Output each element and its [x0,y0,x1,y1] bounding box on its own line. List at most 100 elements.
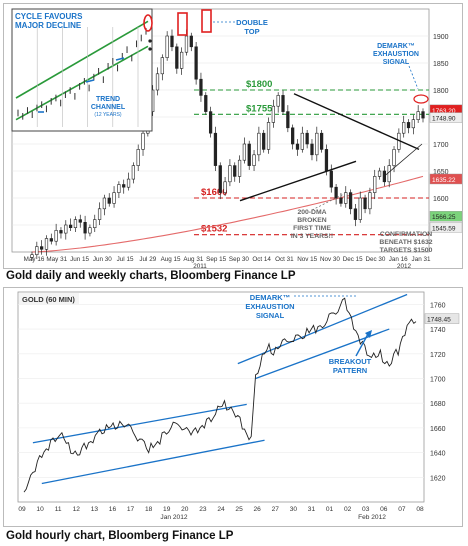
top-year-2011: 2011 [193,263,207,268]
bottom-y-tick-1: 1640 [430,451,446,458]
candle-body [44,238,49,250]
candle-body [180,51,184,69]
top-x-tick-0: May 16 [24,256,45,263]
candle-body [315,132,319,156]
candle-body [175,46,179,69]
bottom-last-price-label: 1748.45 [427,317,451,324]
top-x-tick-8: Sep 15 [206,256,226,263]
top-chart-price-series [30,29,425,261]
double-top-box-1 [177,12,188,36]
level-label-0: $1800 [246,79,272,90]
candle-body [160,57,164,75]
bottom-chart-grid [17,291,425,503]
channel-a-lower [41,439,265,485]
bottom-y-tick-7: 1760 [430,302,446,309]
top-chart-levels: $1800 $1755 $1600 $1532 [194,79,429,236]
confirmation-label-line3: TARGETS $1500 [380,247,433,254]
bottom-chart-plot-area [17,291,425,503]
candle-body [208,111,213,134]
top-x-tick-7: Aug 31 [183,256,203,263]
top-y-tick-3: 1700 [433,142,449,149]
candle-body [291,127,295,145]
dma-broken-label-line1: 200-DMA [297,209,326,216]
top-chart-moving-average [31,175,424,253]
candle-body [387,165,391,183]
candle-body [300,132,304,150]
double-top-label-line1: DOUBLE [236,18,268,27]
inset-title-line1: CYCLE FAVOURS [15,12,83,21]
inset-channel-label-line1: TREND [96,96,120,103]
candle-body [257,132,261,156]
demark2-label-line3: SIGNAL [256,311,285,320]
candle-body [122,184,126,188]
confirmation-label-line2: BENEATH $1632 [379,239,432,246]
candle-body [30,254,34,258]
candle-body [305,132,309,145]
breakout-arrow [355,333,369,357]
trendline-upper [293,93,420,151]
price-axis-label-1: 1748.90 [432,116,456,123]
top-chart-annotations: DOUBLETOPDEMARK™EXHAUSTIONSIGNAL200-DMAB… [177,9,433,254]
bottom-x-tick-21: 07 [398,506,406,513]
daily-weekly-chart: $1800$1755$1600$1532 1550160016501700175… [11,8,463,270]
candle-body [310,143,314,156]
inset-channel-lower [15,45,149,121]
inset-dot-1 [148,39,152,43]
inset-channel-label-line3: (12 YEARS) [94,112,121,118]
top-x-tick-15: Dec 30 [365,256,385,263]
demark-label-line1: DEMARK™ [377,43,415,50]
top-x-tick-6: Aug 15 [161,256,181,263]
double-top-label-line2: TOP [244,27,259,36]
top-y-tick-5: 1800 [433,88,449,95]
top-x-tick-12: Nov 15 [297,256,317,263]
bottom-x-tick-13: 26 [254,506,262,513]
dma-broken-label-line2: BROKEN [297,217,327,224]
top-chart-trendlines [239,93,423,202]
candle-body [329,170,333,188]
top-x-tick-1: May 31 [46,256,67,263]
candle-body [276,95,280,107]
top-y-tick-7: 1900 [433,34,449,41]
candle-body [392,149,396,166]
hourly-chart-panel: 1620 1640 1660 1680 1700 1720 1740 1760 09 10 11 12… [3,287,463,527]
candle-body [406,122,411,129]
top-x-tick-17: Jan 31 [412,256,431,263]
bottom-x-tick-18: 02 [344,506,352,513]
candle-body [286,111,290,129]
candle-body [402,122,406,134]
candle-body [377,170,382,177]
inset-peak-circle [143,14,153,32]
candle-body [363,197,367,210]
candle-body [59,230,63,234]
candle-body [411,119,415,129]
candle-body [281,95,285,112]
price-axis-label-4: 1545.59 [432,225,456,232]
bottom-x-tick-19: 03 [362,506,370,513]
dma-broken-label-line3: FIRST TIME [293,225,331,232]
bottom-x-tick-6: 17 [127,506,135,513]
candle-body [35,246,39,256]
candle-body [368,192,372,210]
candle-body [184,35,189,53]
candle-body [242,143,247,161]
top-x-tick-2: Jun 15 [70,256,89,263]
top-x-tick-5: Jul 29 [139,256,156,263]
candle-body [339,197,343,204]
top-x-tick-10: Oct 14 [252,256,271,263]
breakout-label-line2: PATTERN [333,366,367,375]
demark2-label-line2: EXHAUSTION [245,302,294,311]
candle-body [348,192,353,210]
bottom-x-tick-5: 16 [109,506,117,513]
bottom-x-tick-15: 30 [290,506,298,513]
level-label-1: $1755 [246,103,273,114]
confirmation-label-line1: CONFIRMATION [380,231,432,238]
bottom-x-tick-12: 25 [235,506,243,513]
candle-body [97,208,102,220]
bottom-x-tick-16: 31 [308,506,316,513]
candle-body [324,149,329,172]
bottom-group-feb: Feb 2012 [358,514,386,521]
double-top-box-2 [201,9,212,33]
candle-body [353,208,358,220]
candle-body [237,159,242,177]
